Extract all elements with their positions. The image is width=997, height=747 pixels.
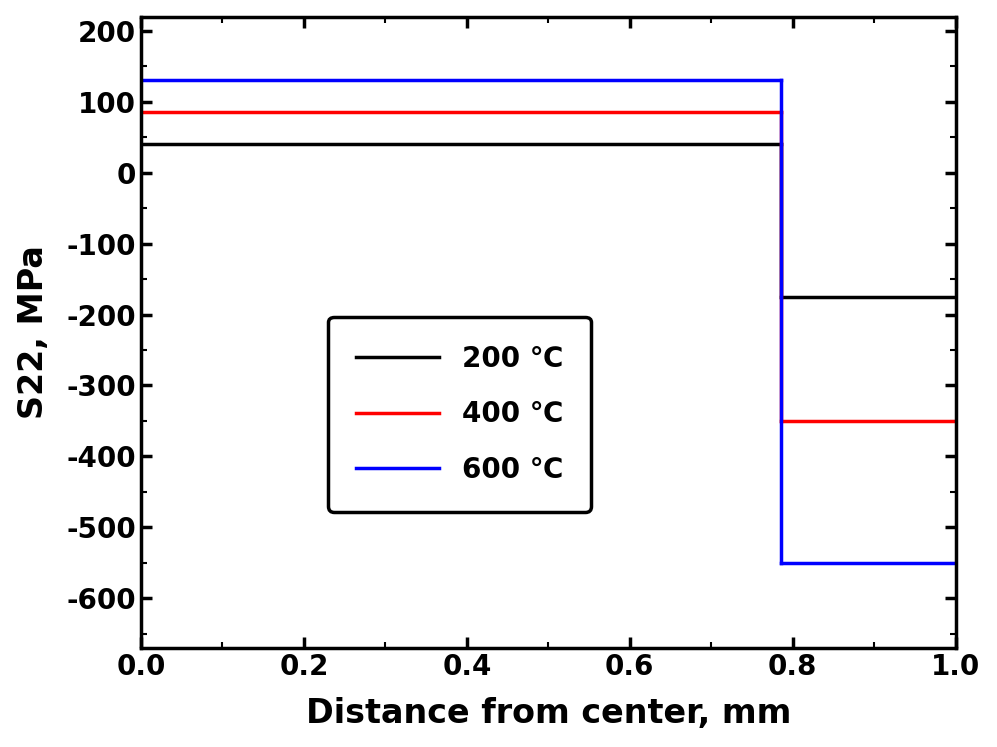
200 ℃	[950, 292, 962, 301]
600 ℃	[950, 558, 962, 567]
Legend: 200 ℃, 400 ℃, 600 ℃: 200 ℃, 400 ℃, 600 ℃	[328, 317, 591, 512]
600 ℃	[775, 558, 787, 567]
X-axis label: Distance from center, mm: Distance from center, mm	[306, 698, 791, 731]
400 ℃	[950, 416, 962, 425]
200 ℃	[775, 292, 787, 301]
400 ℃	[775, 416, 787, 425]
Y-axis label: S22, MPa: S22, MPa	[17, 245, 50, 419]
